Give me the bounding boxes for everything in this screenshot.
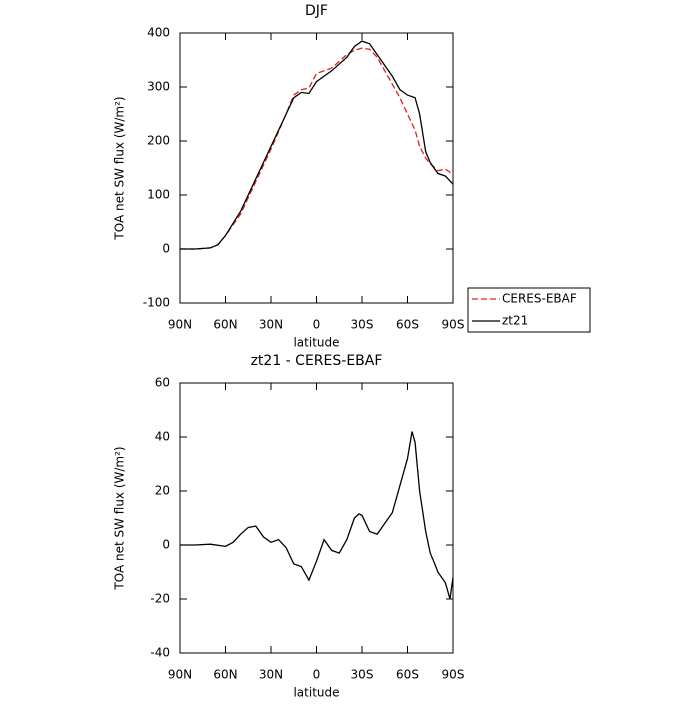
x-tick-label: 60N [213,318,237,332]
x-tick-label: 90S [442,318,465,332]
series-line [180,40,454,250]
y-tick-label: 200 [147,134,170,148]
x-tick-label: 90N [168,318,192,332]
plot-frame [179,382,454,654]
x-tick-label: 60N [213,668,237,682]
x-axis-label: latitude [293,686,339,700]
y-tick-label: 60 [155,376,170,390]
x-tick-label: 0 [313,668,321,682]
legend-label: CERES-EBAF [502,292,577,306]
y-axis-label: TOA net SW flux (W/m²) [113,446,127,590]
x-tick-label: 30N [259,318,283,332]
y-tick-label: 0 [162,242,170,256]
x-tick-label: 90S [442,668,465,682]
y-tick-label: 100 [147,188,170,202]
y-tick-label: 400 [147,26,170,40]
x-tick-label: 60S [396,668,419,682]
y-axis-label: TOA net SW flux (W/m²) [113,96,127,240]
y-tick-label: 40 [155,430,170,444]
x-axis-label: latitude [293,336,339,350]
legend-label: zt21 [502,314,528,328]
legend-box [467,287,591,333]
x-tick-label: 30S [351,668,374,682]
y-tick-label: -40 [150,646,170,660]
chart-title: zt21 - CERES-EBAF [251,353,383,369]
chart-title: DJF [305,3,328,19]
x-tick-label: 0 [313,318,321,332]
x-tick-label: 30N [259,668,283,682]
x-tick-label: 60S [396,318,419,332]
y-tick-label: 0 [162,538,170,552]
x-tick-label: 30S [351,318,374,332]
y-tick-label: 300 [147,80,170,94]
y-tick-label: -100 [143,296,170,310]
x-tick-label: 90N [168,668,192,682]
plot-frame [179,32,454,304]
y-tick-label: -20 [150,592,170,606]
y-tick-label: 20 [155,484,170,498]
series-line [180,47,454,250]
series-line [180,431,454,600]
